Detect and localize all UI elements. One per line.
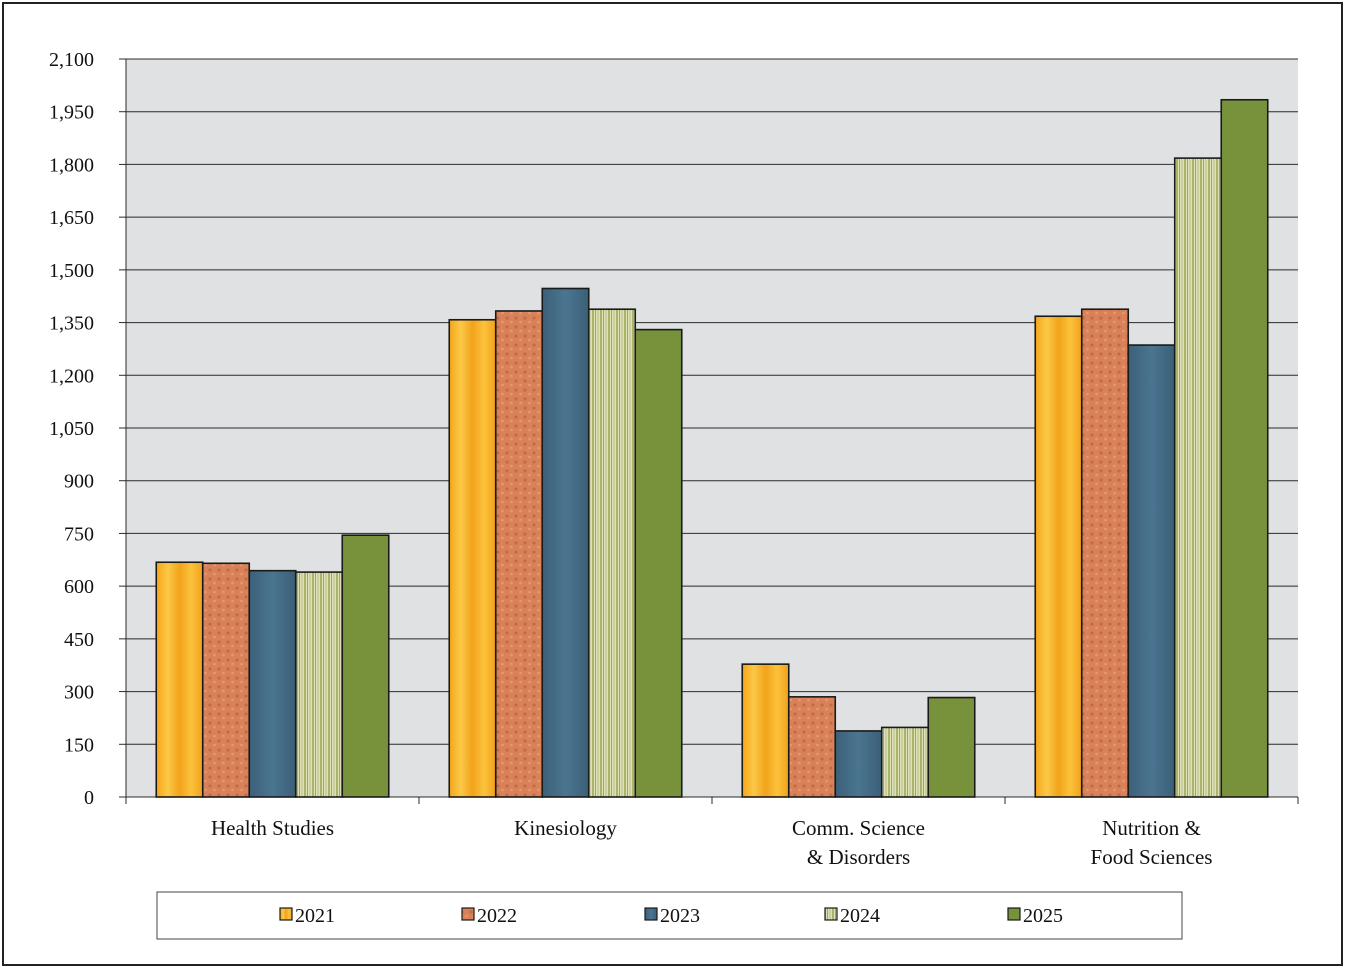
x-category-label: Kinesiology <box>514 816 617 840</box>
legend-swatch-2023 <box>644 907 658 921</box>
y-tick-label: 300 <box>64 682 94 704</box>
bar-2024-3 <box>1173 157 1223 798</box>
bar-2023-3 <box>1127 344 1176 798</box>
bar-2024-2 <box>880 726 930 798</box>
bar-2024-1 <box>587 308 637 798</box>
bar-2022-0 <box>201 562 251 798</box>
legend-swatch-2025 <box>1007 907 1021 921</box>
y-tick-label: 900 <box>64 471 94 493</box>
y-tick-label: 1,200 <box>49 365 94 387</box>
bar-2023-2 <box>834 730 883 798</box>
y-tick-label: 150 <box>64 734 94 756</box>
bar-2025-3 <box>1220 98 1269 798</box>
y-tick-label: 1,050 <box>49 418 94 440</box>
y-tick-label: 1,650 <box>49 207 94 229</box>
bar-2024-0 <box>294 571 344 798</box>
x-category-label: Food Sciences <box>1091 845 1213 869</box>
legend-label: 2024 <box>840 905 880 927</box>
y-tick-label: 1,350 <box>49 313 94 335</box>
bar-2021-1 <box>448 318 497 798</box>
bar-2025-2 <box>927 696 976 798</box>
legend-label: 2023 <box>660 905 700 927</box>
bar-2023-0 <box>248 569 297 798</box>
bar-2021-3 <box>1034 315 1083 798</box>
bar-2021-2 <box>741 663 790 798</box>
legend-label: 2021 <box>295 905 335 927</box>
bar-2023-1 <box>541 287 590 798</box>
y-tick-label: 1,800 <box>49 154 94 176</box>
legend-swatch-2024 <box>824 907 838 921</box>
legend-label: 2025 <box>1023 905 1063 927</box>
legend-label: 2022 <box>477 905 517 927</box>
y-tick-label: 750 <box>64 523 94 545</box>
bar-2025-0 <box>341 534 390 798</box>
bar-2022-1 <box>494 310 544 798</box>
y-tick-label: 0 <box>84 787 94 809</box>
legend-swatch-2021 <box>279 907 293 921</box>
x-category-label: Comm. Science <box>792 816 925 840</box>
legend-swatch-2022 <box>461 907 475 921</box>
y-tick-label: 1,500 <box>49 260 94 282</box>
x-category-label: Nutrition & <box>1102 816 1201 840</box>
y-tick-label: 450 <box>64 629 94 651</box>
bar-2025-1 <box>634 328 683 798</box>
y-tick-label: 1,950 <box>49 102 94 124</box>
bar-2022-3 <box>1080 308 1130 798</box>
bar-2021-0 <box>155 561 204 798</box>
bar-2022-2 <box>787 696 837 798</box>
y-tick-label: 600 <box>64 576 94 598</box>
x-category-label: Health Studies <box>211 816 334 840</box>
x-category-label: & Disorders <box>807 845 910 869</box>
y-tick-label: 2,100 <box>49 49 94 71</box>
